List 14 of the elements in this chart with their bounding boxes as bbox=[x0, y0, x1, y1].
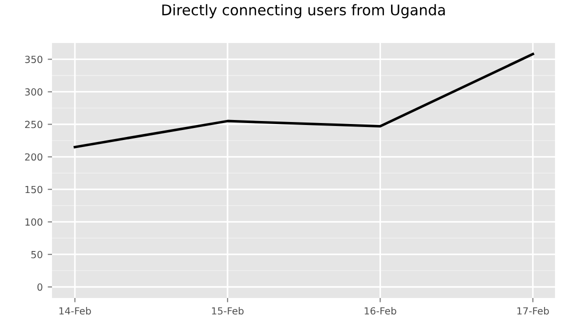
y-tick-label: 200 bbox=[25, 153, 42, 161]
x-tick-label: 14-Feb bbox=[59, 307, 91, 315]
x-tick-label: 17-Feb bbox=[517, 307, 549, 315]
x-tick-label: 16-Feb bbox=[364, 307, 396, 315]
y-tick-label: 300 bbox=[25, 88, 42, 96]
y-tick-label: 150 bbox=[25, 186, 42, 194]
y-tick-label: 350 bbox=[25, 56, 42, 64]
y-tick-label: 0 bbox=[37, 283, 42, 291]
line-series bbox=[74, 52, 534, 148]
chart-title: Directly connecting users from Uganda bbox=[162, 4, 445, 18]
x-tick-label: 15-Feb bbox=[212, 307, 244, 315]
y-tick-label: 250 bbox=[25, 120, 42, 128]
y-tick-label: 100 bbox=[25, 218, 42, 226]
y-tick-label: 50 bbox=[31, 250, 42, 258]
